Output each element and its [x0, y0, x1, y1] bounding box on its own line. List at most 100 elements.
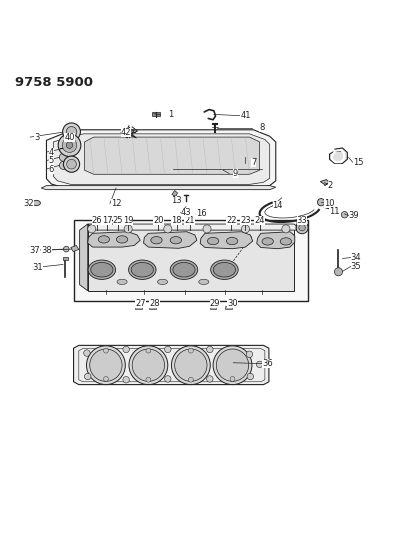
Text: 43: 43	[180, 208, 191, 217]
Text: 26: 26	[92, 216, 102, 225]
Circle shape	[90, 349, 122, 382]
Circle shape	[66, 142, 72, 148]
Bar	[149, 306, 155, 309]
Text: 35: 35	[350, 262, 360, 271]
Circle shape	[340, 212, 347, 218]
Polygon shape	[41, 185, 275, 190]
Circle shape	[124, 225, 132, 233]
Text: 23: 23	[240, 216, 250, 225]
Text: 24: 24	[254, 216, 264, 225]
Bar	[135, 306, 141, 309]
Text: 28: 28	[149, 299, 160, 308]
Ellipse shape	[279, 238, 291, 245]
Ellipse shape	[117, 279, 127, 285]
Circle shape	[60, 146, 67, 153]
Circle shape	[281, 225, 289, 233]
Circle shape	[62, 138, 76, 152]
Polygon shape	[84, 137, 259, 174]
Text: 19: 19	[123, 216, 133, 225]
Ellipse shape	[170, 237, 181, 244]
Text: 16: 16	[195, 209, 206, 219]
Text: 37: 37	[29, 246, 40, 255]
Ellipse shape	[32, 200, 40, 206]
Circle shape	[146, 377, 151, 382]
Text: 34: 34	[350, 253, 360, 262]
Polygon shape	[46, 130, 275, 188]
Text: 10: 10	[324, 199, 334, 208]
Text: 7: 7	[250, 158, 256, 167]
Circle shape	[247, 373, 253, 379]
Circle shape	[88, 225, 96, 233]
Circle shape	[206, 376, 213, 382]
Ellipse shape	[131, 262, 153, 277]
Circle shape	[58, 134, 81, 157]
Text: 41: 41	[240, 111, 250, 120]
Ellipse shape	[98, 236, 109, 243]
Circle shape	[171, 346, 210, 385]
Ellipse shape	[170, 260, 197, 279]
Circle shape	[164, 376, 171, 382]
Circle shape	[59, 154, 67, 161]
Bar	[63, 257, 68, 261]
Circle shape	[188, 377, 193, 382]
Circle shape	[213, 346, 251, 385]
Ellipse shape	[198, 279, 208, 285]
Text: 14: 14	[272, 201, 282, 210]
Text: 31: 31	[33, 263, 43, 272]
Circle shape	[188, 348, 193, 353]
Polygon shape	[88, 224, 293, 291]
Text: 21: 21	[184, 216, 194, 225]
Polygon shape	[73, 345, 268, 385]
Circle shape	[164, 346, 171, 353]
Circle shape	[86, 346, 125, 385]
Polygon shape	[171, 190, 177, 197]
Text: 17: 17	[101, 216, 112, 225]
Text: 39: 39	[348, 211, 358, 220]
Circle shape	[202, 225, 211, 233]
Ellipse shape	[173, 262, 195, 277]
Text: 1: 1	[168, 110, 173, 119]
Bar	[73, 220, 308, 301]
Polygon shape	[319, 180, 329, 185]
Ellipse shape	[90, 262, 113, 277]
Polygon shape	[256, 232, 294, 249]
Circle shape	[123, 346, 129, 353]
Circle shape	[59, 161, 67, 169]
Text: 42: 42	[121, 128, 131, 137]
Polygon shape	[143, 232, 196, 248]
Ellipse shape	[207, 237, 218, 245]
Ellipse shape	[157, 279, 167, 285]
Ellipse shape	[226, 237, 237, 245]
Text: 4: 4	[49, 148, 54, 157]
Text: 33: 33	[296, 216, 307, 225]
Circle shape	[246, 351, 252, 358]
Text: 36: 36	[262, 359, 272, 368]
Circle shape	[317, 199, 324, 206]
Ellipse shape	[151, 237, 162, 244]
Text: 11: 11	[328, 207, 339, 215]
Ellipse shape	[210, 260, 238, 279]
Text: 12: 12	[110, 199, 121, 208]
Circle shape	[103, 376, 108, 382]
Circle shape	[206, 346, 213, 353]
Circle shape	[63, 156, 79, 172]
Circle shape	[295, 222, 308, 234]
Circle shape	[84, 373, 91, 379]
Circle shape	[67, 159, 76, 169]
Circle shape	[146, 348, 151, 353]
Polygon shape	[70, 246, 79, 252]
Text: 5: 5	[49, 156, 54, 165]
Circle shape	[163, 225, 171, 233]
Text: 27: 27	[135, 299, 145, 308]
Polygon shape	[329, 148, 346, 164]
Text: 20: 20	[153, 216, 163, 225]
Text: 40: 40	[64, 133, 74, 142]
Text: 13: 13	[171, 196, 182, 205]
Circle shape	[174, 349, 207, 382]
Text: 22: 22	[225, 216, 236, 225]
Circle shape	[83, 350, 90, 356]
Circle shape	[256, 361, 262, 368]
Circle shape	[129, 346, 167, 385]
Text: 3: 3	[34, 133, 40, 142]
Polygon shape	[53, 134, 269, 184]
